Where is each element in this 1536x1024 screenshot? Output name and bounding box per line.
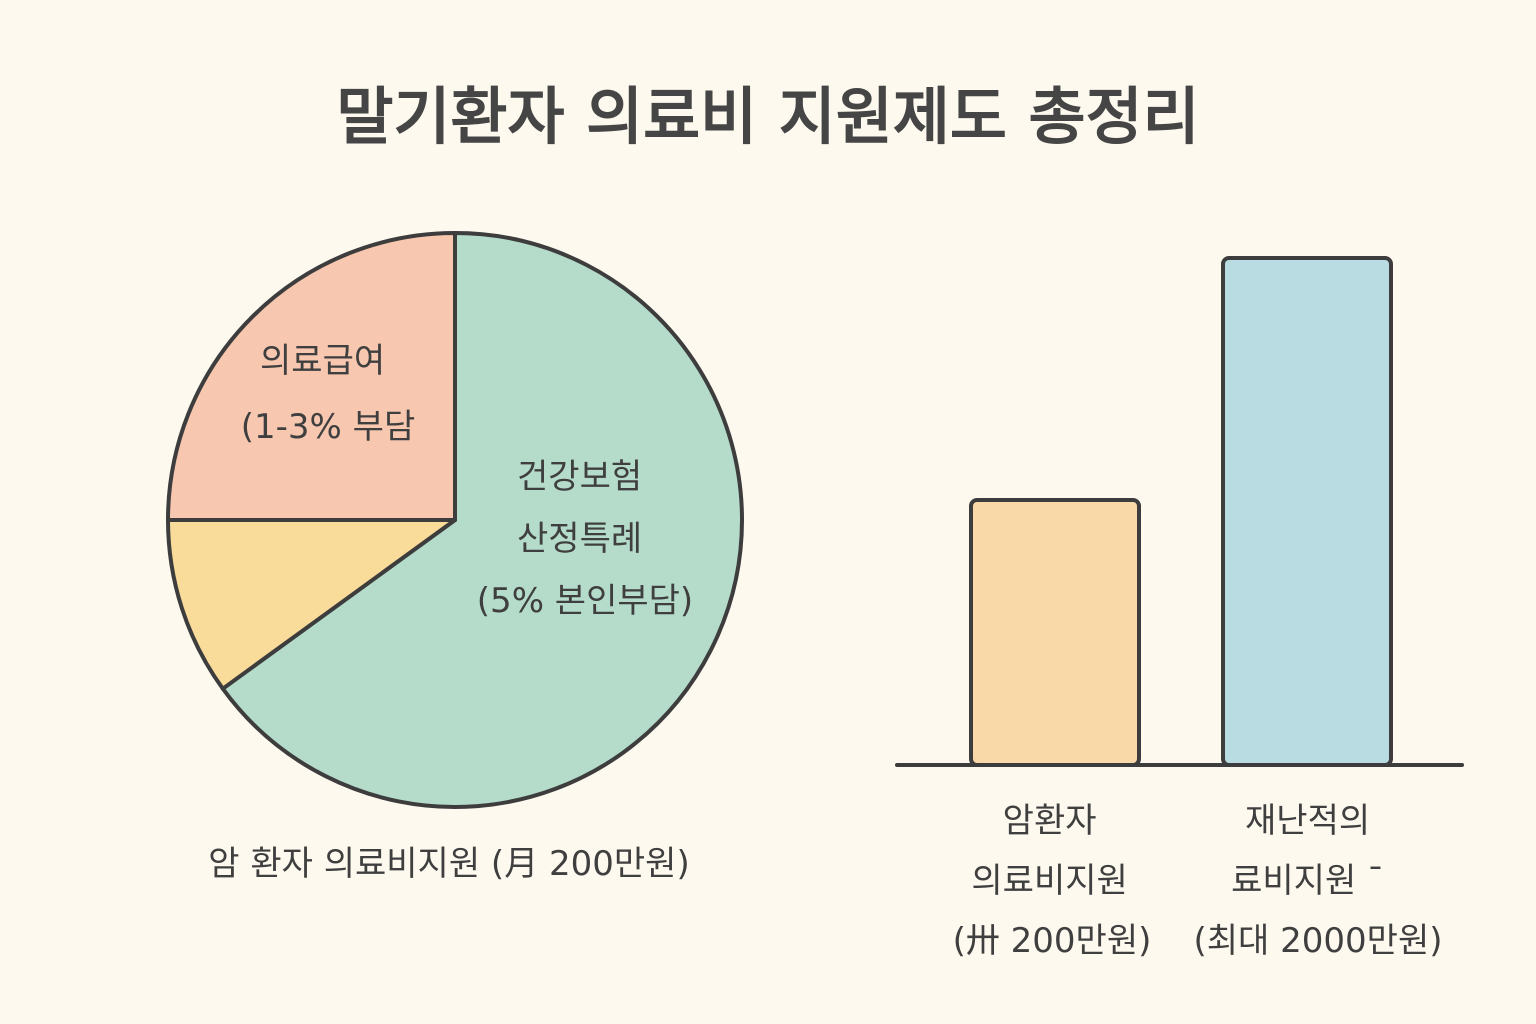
bar-catastrophic-support (1221, 256, 1393, 767)
pie-label-health-insurance: 건강보험 산정특례 (5% 본인부담) (477, 457, 693, 621)
bar-label-line: 재난적의 (1245, 801, 1370, 841)
pie-label-medical-aid: 의료급여 (1-3% 부담 (241, 341, 415, 447)
bar-cancer-support (969, 498, 1141, 767)
pie-label-line: (1-3% 부담 (241, 407, 415, 447)
pie-label-line: 건강보험 (517, 457, 642, 497)
bar-chart: 암환자 의료비지원 (卅 200만원) 재난적의 료비지원 ˉ (최대 2000… (895, 256, 1464, 961)
bar-label-catastrophic-support: 재난적의 료비지원 ˉ (최대 2000만원) (1194, 801, 1443, 961)
pie-slice-health-insurance (220, 231, 744, 809)
pie-slice-cancer-support (166, 518, 457, 691)
chart-title: 말기환자 의료비 지원제도 총정리 (336, 80, 1199, 153)
pie-slice-medical-aid (166, 231, 457, 522)
pie-chart: 건강보험 산정특례 (5% 본인부담) 의료급여 (1-3% 부담 암 환자 의… (166, 231, 744, 884)
bar-label-line: (최대 2000만원) (1194, 921, 1443, 961)
bar-label-line: (卅 200만원) (953, 921, 1152, 961)
bar-label-line: 의료비지원 (971, 861, 1127, 901)
bar-label-line: 암환자 (1003, 801, 1097, 841)
bar-label-line: 료비지원 ˉ (1231, 861, 1384, 901)
pie-label-line: 의료급여 (260, 341, 385, 381)
pie-caption: 암 환자 의료비지원 (月 200만원) (208, 844, 689, 884)
bar-label-cancer-support: 암환자 의료비지원 (卅 200만원) (953, 801, 1152, 961)
pie-label-line: (5% 본인부담) (477, 581, 693, 621)
pie-label-line: 산정특례 (517, 519, 642, 559)
